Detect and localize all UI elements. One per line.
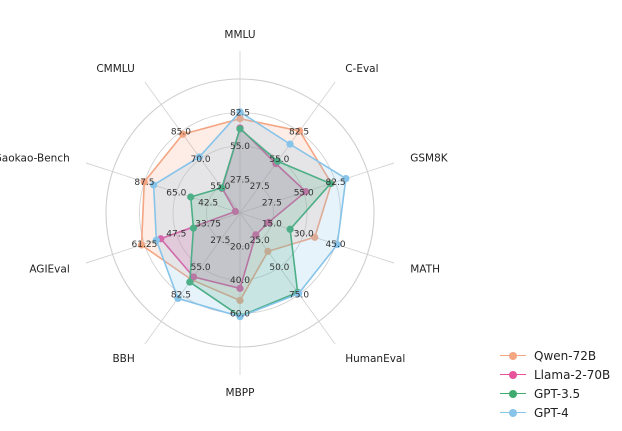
legend-label: Llama-2-70B (534, 367, 611, 382)
axis-label-math: MATH (410, 263, 440, 275)
tick-label-mbpp: 40.0 (230, 276, 250, 286)
tick-label-agieval: 33.75 (195, 219, 221, 229)
tick-label-bbh: 27.5 (210, 236, 230, 246)
point-llama-2-70b-bbh (189, 273, 198, 281)
legend-swatch (500, 388, 526, 400)
point-gpt-3-5-gsm8k (326, 179, 335, 188)
point-qwen-72b-mbpp (236, 296, 244, 305)
tick-label-gsm8k: 55.0 (294, 188, 314, 198)
chart-legend: Qwen-72B Llama-2-70B GPT-3.5 GPT-4 (500, 346, 618, 422)
axis-label-mbpp: MBPP (226, 387, 255, 399)
point-gpt-4-c-eval (286, 140, 294, 148)
tick-label-c-eval: 82.5 (289, 128, 309, 138)
tick-label-gsm8k: 27.5 (262, 199, 282, 209)
tick-label-mmlu: 55.0 (230, 142, 250, 152)
tick-label-gaokao-bench: 87.5 (134, 178, 154, 188)
grid-spoke-c-eval (239, 81, 336, 214)
legend-swatch (500, 369, 526, 381)
tick-label-humaneval: 50.0 (269, 263, 289, 273)
point-qwen-72b-gaokao-bench (140, 178, 148, 186)
point-gpt-4-cmmlu (195, 153, 203, 161)
tick-label-bbh: 82.5 (171, 290, 191, 300)
point-gpt-4-humaneval (294, 290, 303, 298)
point-gpt-4-gaokao-bench (150, 181, 158, 189)
legend-label: Qwen-72B (534, 348, 597, 363)
point-gpt-4-gsm8k (342, 174, 350, 183)
tick-label-gsm8k: 82.5 (326, 178, 346, 188)
point-qwen-72b-cmmlu (179, 130, 187, 138)
radar-tick-labels: 27.555.082.527.555.082.527.555.082.515.0… (132, 109, 346, 320)
point-gpt-3-5-gaokao-bench (187, 193, 195, 201)
point-gpt-4-mmlu (236, 108, 244, 116)
axis-label-mmlu: MMLU (224, 29, 255, 41)
tick-label-gaokao-bench: 65.0 (166, 188, 186, 198)
tick-label-math: 15.0 (262, 219, 282, 229)
legend-item-gpt-4: GPT-4 (500, 403, 618, 422)
point-gpt-3-5-mmlu (236, 125, 244, 133)
tick-label-c-eval: 27.5 (250, 182, 270, 192)
tick-label-agieval: 47.5 (166, 230, 186, 240)
tick-label-humaneval: 25.0 (250, 236, 270, 246)
series-gpt-4 (150, 108, 350, 321)
legend-item-gpt-3-5: GPT-3.5 (500, 384, 618, 403)
axis-label-bbh: BBH (112, 353, 134, 365)
point-gpt-3-5-bbh (186, 278, 194, 286)
point-llama-2-70b-gsm8k (302, 188, 310, 196)
grid-spoke-gaokao-bench (85, 162, 241, 214)
tick-label-mbpp: 60.0 (230, 310, 250, 320)
axis-label-gaokao-bench: Gaokao-Bench (0, 153, 70, 165)
radar-series (137, 108, 350, 321)
tick-label-bbh: 55.0 (191, 263, 211, 273)
tick-label-cmmlu: 85.0 (171, 128, 191, 138)
legend-label: GPT-3.5 (534, 386, 581, 401)
point-qwen-72b-mmlu (236, 115, 244, 123)
point-qwen-72b-c-eval (296, 127, 304, 135)
point-llama-2-70b-humaneval (252, 231, 260, 239)
point-gpt-3-5-agieval (189, 224, 198, 232)
legend-swatch (500, 407, 526, 419)
point-gpt-4-math (333, 241, 341, 249)
legend-swatch (500, 350, 526, 362)
point-llama-2-70b-math (265, 218, 273, 226)
point-llama-2-70b-mbpp (236, 284, 244, 292)
tick-label-cmmlu: 70.0 (191, 155, 211, 165)
tick-label-c-eval: 55.0 (269, 155, 289, 165)
point-qwen-72b-math (311, 233, 319, 241)
tick-label-mmlu: 27.5 (230, 176, 250, 186)
tick-label-math: 30.0 (294, 230, 314, 240)
point-gpt-4-bbh (174, 294, 182, 303)
axis-label-c-eval: C-Eval (345, 63, 378, 75)
legend-item-qwen-72b: Qwen-72B (500, 346, 618, 365)
point-llama-2-70b-gaokao-bench (231, 207, 239, 216)
point-qwen-72b-agieval (137, 241, 146, 249)
tick-label-mbpp: 20.0 (230, 243, 250, 253)
point-gpt-3-5-c-eval (273, 157, 282, 165)
point-gpt-3-5-cmmlu (218, 184, 226, 192)
tick-label-cmmlu: 55.0 (210, 182, 230, 192)
legend-label: GPT-4 (534, 405, 569, 420)
axis-label-humaneval: HumanEval (345, 353, 405, 365)
tick-label-gaokao-bench: 42.5 (198, 199, 218, 209)
point-gpt-4-agieval (152, 236, 160, 244)
axis-label-agieval: AGIEval (29, 263, 69, 275)
point-qwen-72b-humaneval (264, 247, 272, 255)
axis-label-gsm8k: GSM8K (410, 153, 449, 165)
radar-axis-labels: MMLU C-Eval GSM8K MATH HumanEval MBPP BBH AGIEv… (0, 29, 449, 399)
grid-spoke-gsm8k (239, 162, 395, 214)
tick-label-agieval: 61.25 (132, 240, 158, 250)
legend-item-llama-2-70b: Llama-2-70B (500, 365, 618, 384)
point-gpt-3-5-math (286, 225, 294, 233)
tick-label-math: 45.0 (326, 240, 346, 250)
tick-label-humaneval: 75.0 (289, 290, 309, 300)
tick-label-mmlu: 82.5 (230, 109, 250, 119)
point-gpt-4-mbpp (236, 313, 244, 321)
axis-label-cmmlu: CMMLU (96, 63, 134, 75)
